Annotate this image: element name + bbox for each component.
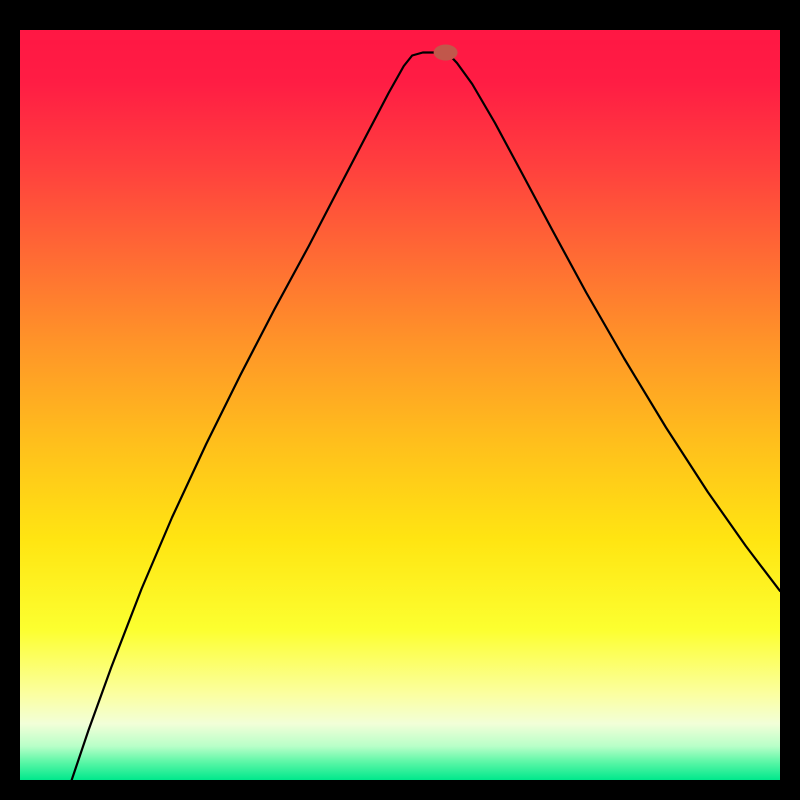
- frame-top: [0, 0, 800, 30]
- chart-background: [20, 30, 780, 780]
- frame-right: [780, 0, 800, 800]
- plot-area: [20, 30, 780, 780]
- gradient-chart: [20, 30, 780, 780]
- optimum-marker: [434, 45, 458, 61]
- frame-left: [0, 0, 20, 800]
- frame-bottom: [0, 780, 800, 800]
